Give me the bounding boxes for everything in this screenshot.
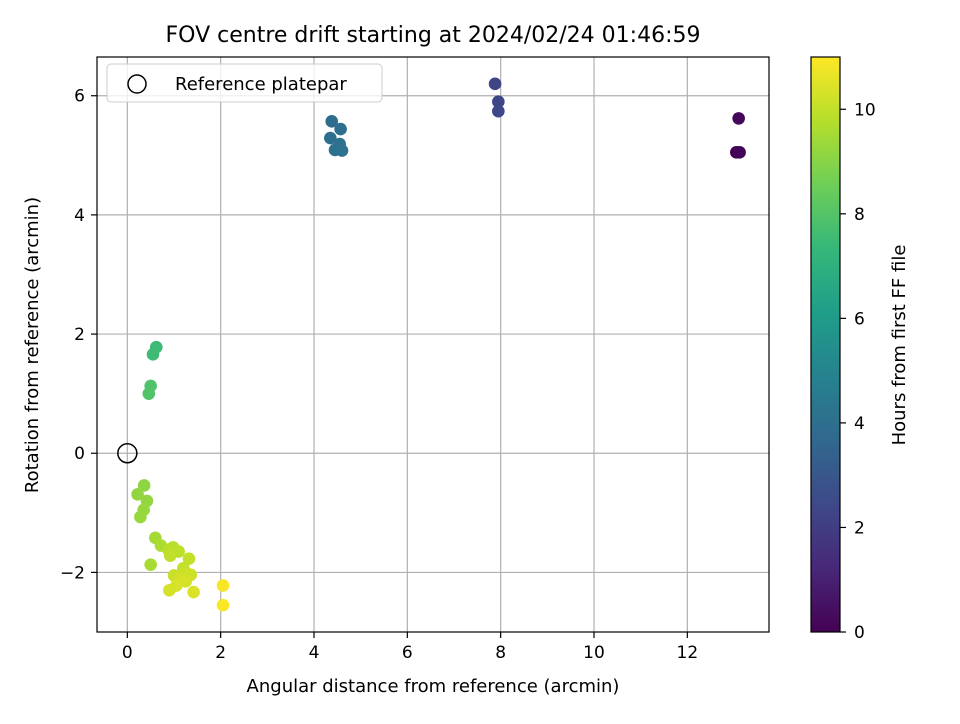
colorbar-label: Hours from first FF file <box>889 245 910 446</box>
data-point-20 <box>134 510 147 524</box>
colorbar-frame <box>810 56 841 633</box>
data-point-5 <box>492 104 505 118</box>
x-axis-label: Angular distance from reference (arcmin) <box>247 676 620 697</box>
x-tick-label: 0 <box>122 643 133 663</box>
x-tick-label: 12 <box>677 643 699 663</box>
colorbar-tick-label: 10 <box>854 100 876 120</box>
data-point-39 <box>216 598 230 612</box>
data-point-17 <box>131 488 144 501</box>
data-point-8 <box>324 131 337 145</box>
y-tick-label: 4 <box>74 206 85 226</box>
data-point-7 <box>334 122 347 136</box>
colorbar-tick-label: 8 <box>854 205 865 225</box>
data-point-23 <box>144 558 157 571</box>
colorbar-tick-label: 0 <box>854 623 865 643</box>
y-tick-label: −2 <box>60 563 85 583</box>
x-tick-label: 4 <box>309 643 320 663</box>
colorbar-tick-label: 4 <box>854 414 865 434</box>
y-tick-label: 6 <box>74 87 85 107</box>
grid-layer <box>97 57 769 632</box>
x-tick-label: 2 <box>215 643 226 663</box>
data-point-13 <box>146 348 160 361</box>
points-layer <box>117 77 746 612</box>
data-point-3 <box>488 77 502 91</box>
data-point-15 <box>142 387 156 400</box>
colorbar-ticks: 0 2 4 6 8 10 <box>840 100 876 643</box>
reference-platepar-marker <box>117 442 138 464</box>
y-tick-label: 2 <box>74 325 85 345</box>
data-point-2 <box>732 112 745 125</box>
x-tick-label: 8 <box>495 643 506 663</box>
legend: Reference platepar <box>106 63 383 103</box>
data-point-4 <box>492 95 505 108</box>
colorbar-tick-label: 6 <box>854 309 865 329</box>
data-point-1 <box>733 146 746 159</box>
data-point-36 <box>163 583 176 597</box>
x-tick-label: 10 <box>583 643 605 663</box>
legend-box <box>106 63 383 103</box>
x-tick-label: 6 <box>402 643 413 663</box>
data-point-6 <box>325 115 339 128</box>
legend-label-reference: Reference platepar <box>175 74 347 95</box>
y-tick-label: 0 <box>74 444 85 464</box>
chart-title: FOV centre drift starting at 2024/02/24 … <box>166 23 701 48</box>
colorbar-tick-label: 2 <box>854 518 865 538</box>
data-point-11 <box>335 144 349 157</box>
plot-frame <box>96 56 770 633</box>
colorbar-gradient <box>811 57 840 632</box>
data-point-37 <box>187 585 200 599</box>
data-point-28 <box>182 552 196 566</box>
axes-layer: 0 2 4 6 8 10 12 −2 0 2 4 6 <box>60 56 770 663</box>
data-point-16 <box>137 479 151 492</box>
data-point-38 <box>216 579 230 592</box>
data-point-27 <box>163 549 177 563</box>
y-axis-label: Rotation from reference (arcmin) <box>22 197 43 493</box>
legend-marker-reference <box>127 74 147 94</box>
colorbar: 0 2 4 6 8 10 Hours from first FF file <box>810 56 910 643</box>
